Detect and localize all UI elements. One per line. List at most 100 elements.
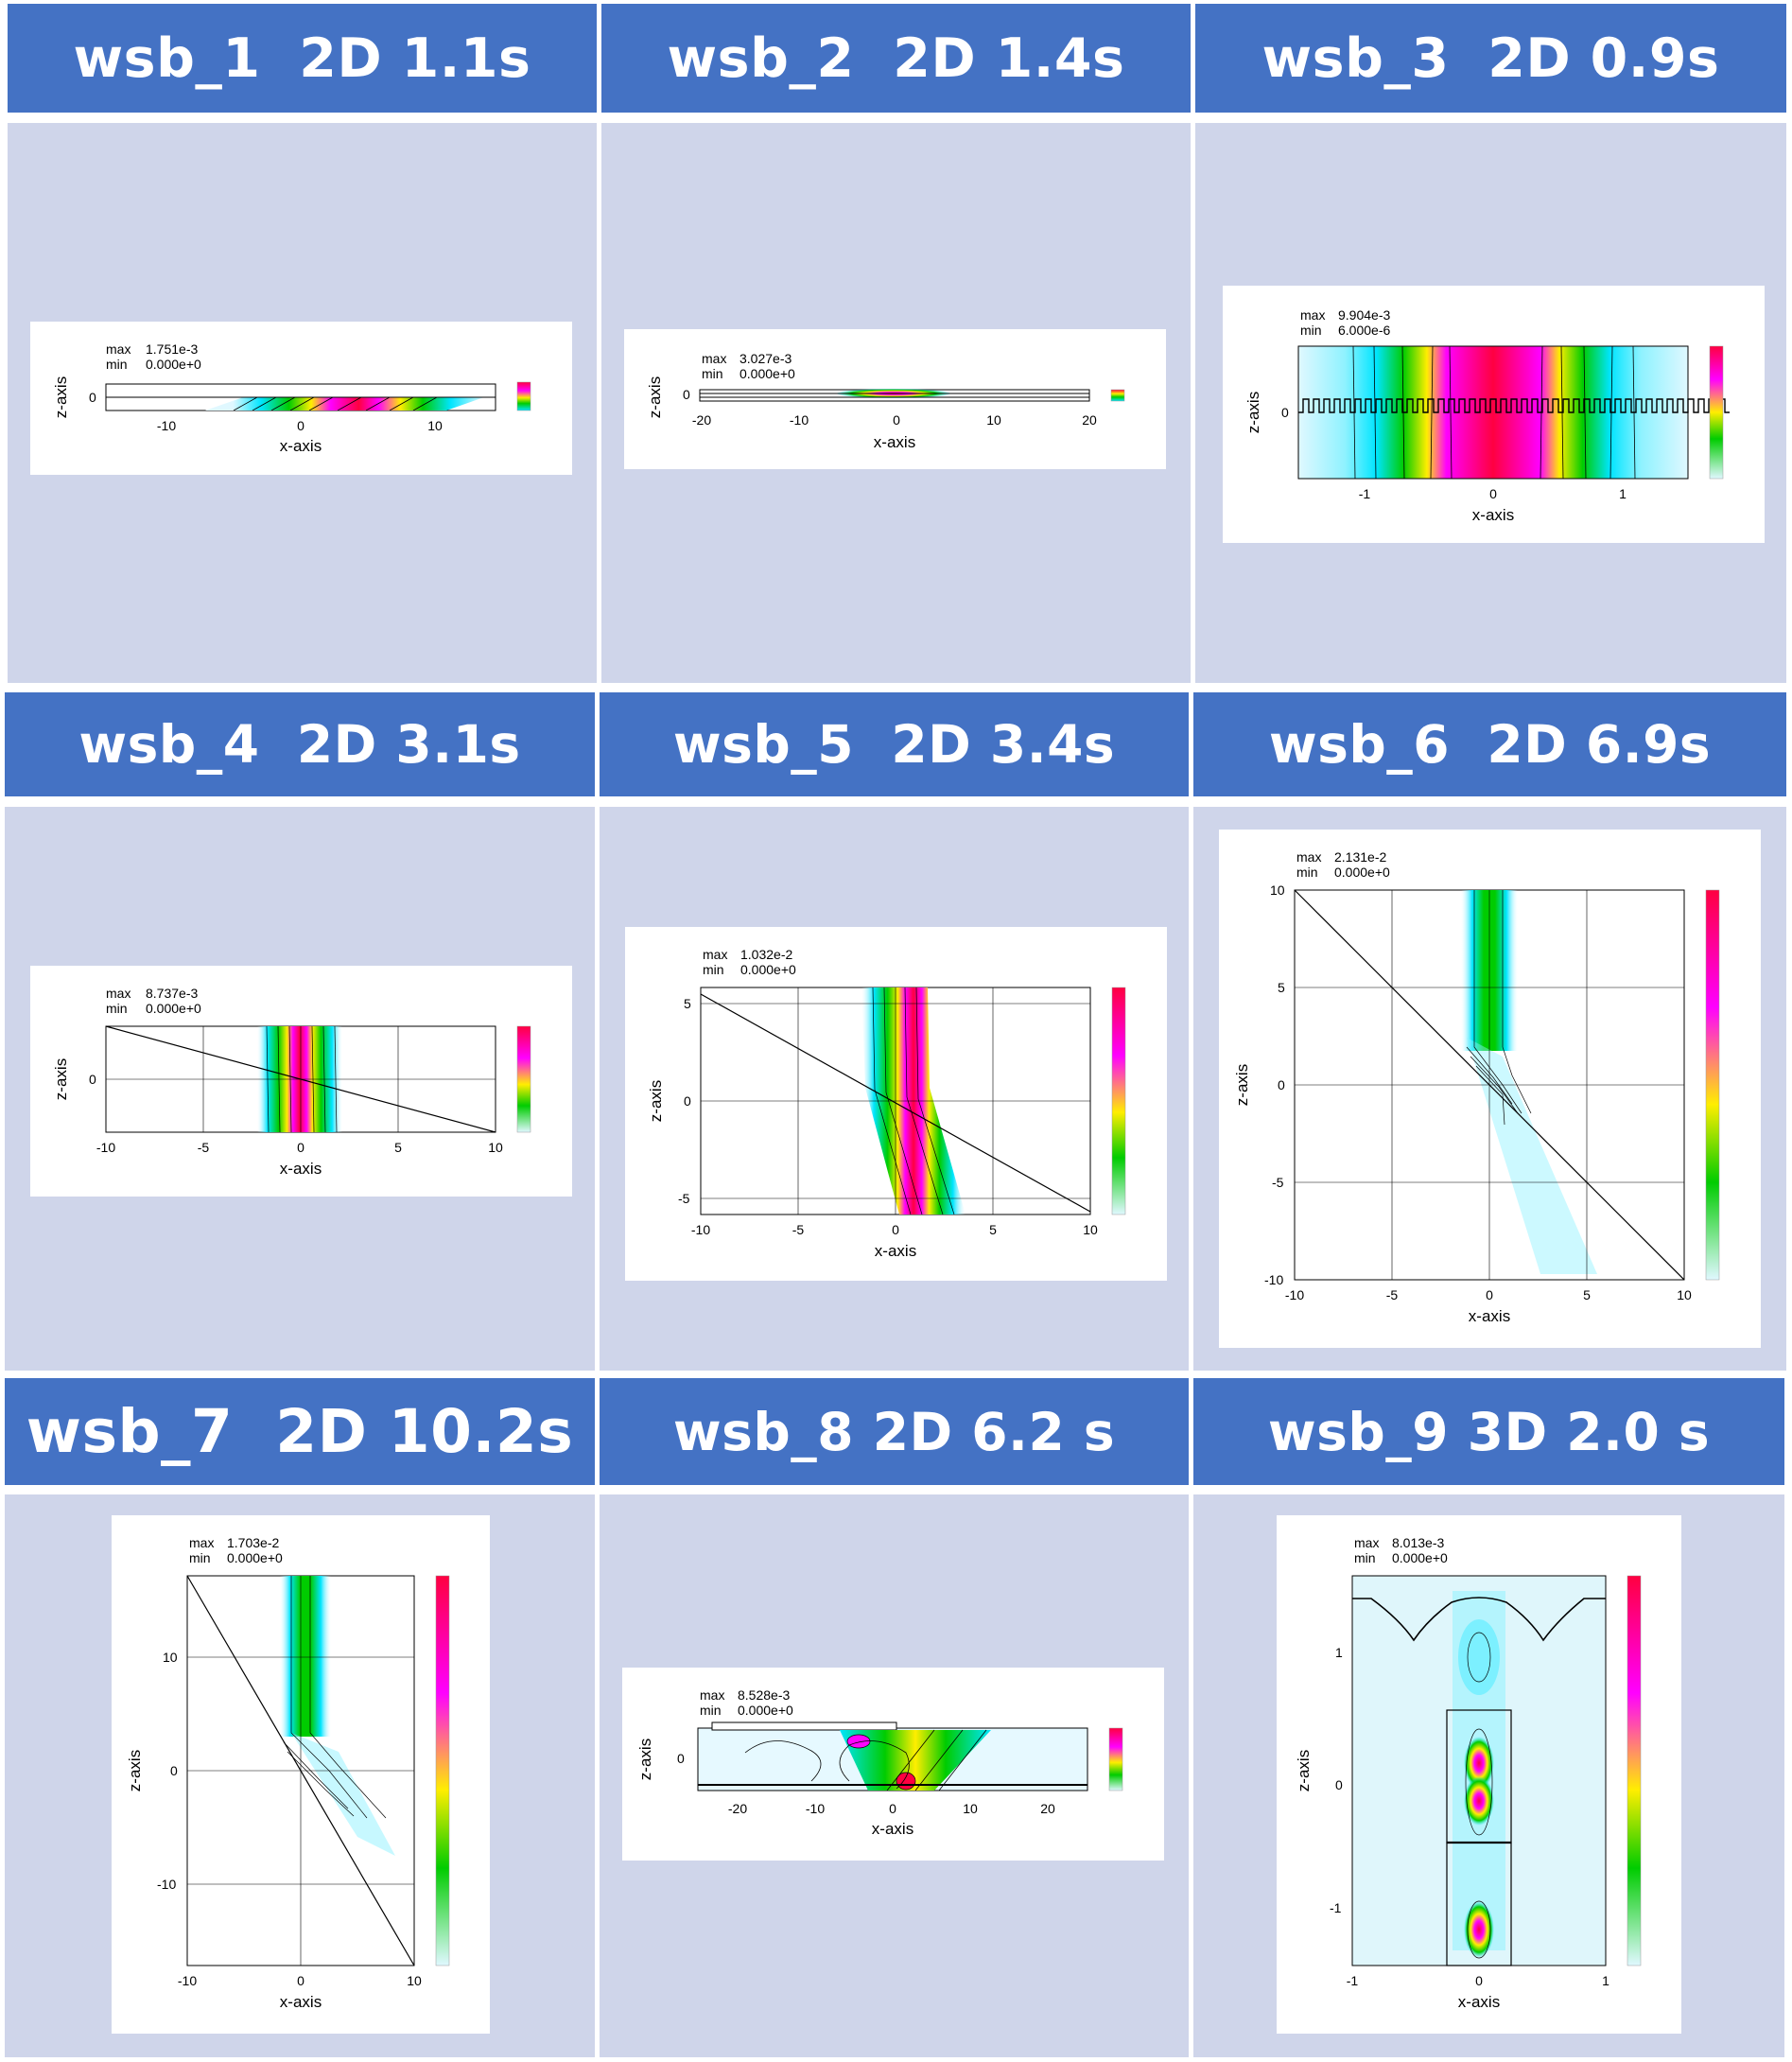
z-tick-label: 0	[1281, 405, 1289, 420]
panel-1-body: max 1.751e-3 min 0.000e+0 0 -10 0 10 x-a…	[8, 123, 597, 683]
min-value: 0.000e+0	[227, 1550, 283, 1565]
max-value: 3.027e-3	[739, 351, 792, 366]
max-label: max	[703, 947, 727, 962]
min-value: 0.000e+0	[146, 1001, 201, 1016]
z-tick-label: 0	[89, 1072, 96, 1087]
x-tick-label: -10	[96, 1140, 115, 1155]
x-tick-label: -5	[792, 1222, 805, 1237]
x-tick-label: -20	[728, 1801, 747, 1816]
z-tick-label: -10	[1264, 1272, 1283, 1287]
panel-6-title: wsb_6 2D 6.9s	[1193, 692, 1786, 796]
z-tick-label: 0	[683, 387, 690, 402]
x-tick-label: 5	[989, 1222, 997, 1237]
panel-7-title: wsb_7 2D 10.2s	[5, 1378, 595, 1485]
x-tick-label: 0	[297, 418, 304, 433]
min-label: min	[702, 366, 723, 381]
panel-3-plot: max 9.904e-3 min 6.000e-6 0 -1 0 1 x-axi…	[1223, 286, 1765, 543]
max-label: max	[702, 351, 726, 366]
x-tick-label: 0	[892, 1222, 899, 1237]
colorbar	[1110, 389, 1125, 402]
z-axis-label: z-axis	[52, 376, 70, 418]
max-value: 9.904e-3	[1338, 307, 1390, 323]
z-tick-label: 0	[1278, 1077, 1285, 1092]
wave-field	[205, 397, 484, 411]
z-tick-label: 1	[1335, 1645, 1343, 1660]
x-tick-label: -10	[806, 1801, 825, 1816]
hotspot	[1464, 1737, 1494, 1790]
surface-profile	[1352, 1597, 1606, 1642]
max-value: 8.737e-3	[146, 986, 198, 1001]
panel-1-plot: max 1.751e-3 min 0.000e+0 0 -10 0 10 x-a…	[30, 322, 572, 475]
panel-5-title: wsb_5 2D 3.4s	[600, 692, 1189, 796]
x-axis-label: x-axis	[280, 437, 322, 455]
panel-3-body: max 9.904e-3 min 6.000e-6 0 -1 0 1 x-axi…	[1195, 123, 1786, 683]
z-tick-label: 0	[170, 1763, 178, 1778]
min-label: min	[1296, 865, 1318, 880]
contour-lines	[283, 1576, 387, 1819]
z-tick-label: -5	[1272, 1175, 1284, 1190]
min-value: 0.000e+0	[1392, 1550, 1448, 1565]
colorbar	[1709, 345, 1724, 480]
interface-line	[105, 1025, 496, 1133]
waveguide-layer	[711, 1721, 897, 1731]
min-label: min	[1300, 323, 1322, 338]
z-tick-label: 0	[677, 1751, 685, 1766]
panel-9-body: max 8.013e-3 min 0.000e+0 1 0 -1 -1 0 1	[1193, 1494, 1784, 2057]
z-tick-label: 0	[89, 390, 96, 405]
x-axis-label: x-axis	[872, 1820, 913, 1838]
interface-line	[1294, 889, 1685, 1281]
z-axis-label: z-axis	[126, 1750, 144, 1791]
x-tick-label: -10	[1285, 1287, 1304, 1302]
z-tick-label: -5	[678, 1191, 690, 1206]
contour-lines	[744, 1729, 987, 1791]
z-tick-label: -1	[1330, 1900, 1342, 1915]
min-label: min	[106, 1001, 128, 1016]
panel-2-title: wsb_2 2D 1.4s	[601, 4, 1191, 113]
z-tick-label: 5	[684, 996, 691, 1011]
x-tick-label: -20	[692, 412, 711, 428]
x-tick-label: 1	[1602, 1973, 1609, 1988]
x-tick-label: 10	[488, 1140, 503, 1155]
min-value: 0.000e+0	[738, 1703, 793, 1718]
wave-field	[1467, 1038, 1597, 1274]
x-tick-label: 0	[1486, 1287, 1493, 1302]
max-value: 1.032e-2	[740, 947, 792, 962]
x-tick-label: -5	[1386, 1287, 1399, 1302]
panel-2-body: max 3.027e-3 min 0.000e+0 0 -20 -10 0 10…	[601, 123, 1191, 683]
x-axis-label: x-axis	[280, 1160, 322, 1178]
min-value: 0.000e+0	[146, 357, 201, 372]
x-axis-label: x-axis	[1469, 1307, 1510, 1325]
colorbar	[435, 1575, 450, 1966]
panel-4-plot: max 8.737e-3 min 0.000e+0 0 -10 -5 0 5 1…	[30, 966, 572, 1197]
panel-9-title: wsb_9 3D 2.0 s	[1193, 1378, 1784, 1485]
x-tick-label: 0	[297, 1140, 304, 1155]
panel-5-plot: max 1.032e-2 min 0.000e+0 5 0 -5 -10 -5 …	[625, 927, 1167, 1281]
interface-line	[186, 1575, 415, 1966]
grid-lines	[701, 987, 1090, 1214]
hotspot	[1464, 1901, 1494, 1958]
x-tick-label: -5	[198, 1140, 210, 1155]
panel-7-body: max 1.703e-2 min 0.000e+0 10 0 -10 -10 0…	[5, 1494, 595, 2057]
contour-lines	[1465, 1632, 1493, 1959]
panel-6-body: max 2.131e-2 min 0.000e+0 10 5 0 -5 -10 …	[1193, 807, 1786, 1371]
wave-field	[1297, 345, 1689, 480]
colorbar	[1111, 987, 1126, 1215]
colorbar	[1705, 889, 1720, 1281]
x-tick-label: 20	[1040, 1801, 1055, 1816]
panel-1-title: wsb_1 2D 1.1s	[8, 4, 597, 113]
x-tick-label: 10	[963, 1801, 978, 1816]
panel-8-title: wsb_8 2D 6.2 s	[600, 1378, 1189, 1485]
x-tick-label: 0	[889, 1801, 896, 1816]
max-label: max	[106, 341, 130, 357]
x-axis-label: x-axis	[874, 433, 915, 451]
x-tick-label: 10	[427, 418, 443, 433]
x-axis-label: x-axis	[280, 1993, 322, 2011]
z-axis-label: z-axis	[1233, 1064, 1251, 1106]
x-tick-label: 10	[1677, 1287, 1692, 1302]
max-label: max	[189, 1535, 214, 1550]
max-label: max	[1300, 307, 1325, 323]
z-tick-label: 10	[163, 1650, 178, 1665]
min-value: 0.000e+0	[740, 962, 796, 977]
min-label: min	[700, 1703, 722, 1718]
x-tick-label: 0	[893, 412, 900, 428]
